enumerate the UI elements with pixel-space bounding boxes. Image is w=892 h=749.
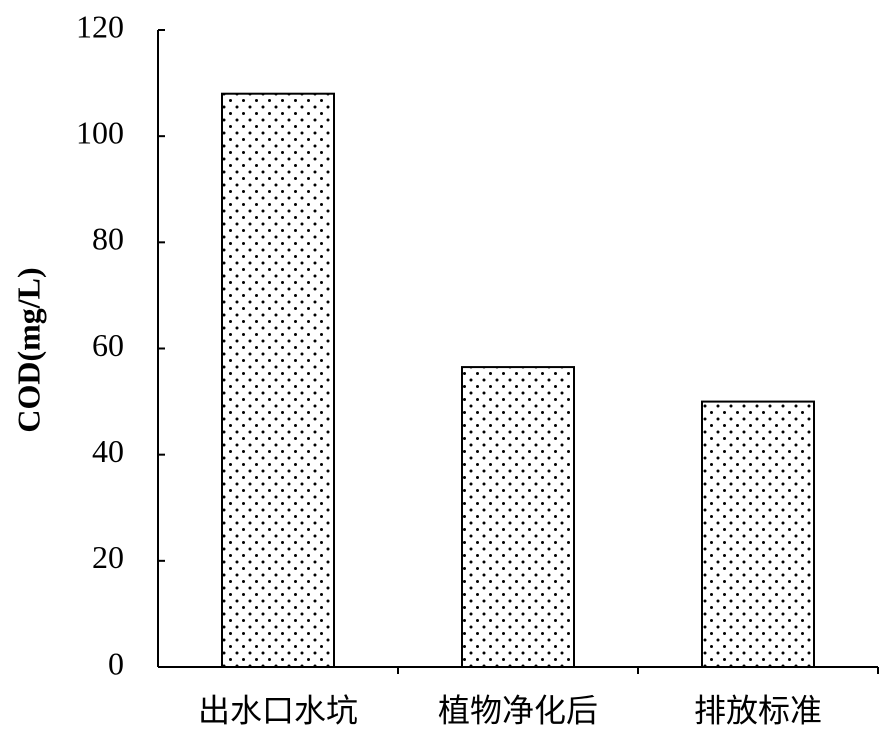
y-tick-label: 80	[92, 221, 124, 257]
y-tick-label: 40	[92, 433, 124, 469]
y-tick-label: 60	[92, 327, 124, 363]
x-tick-label: 出水口水坑	[198, 692, 358, 728]
y-axis-label: COD(mg/L)	[10, 267, 46, 432]
bar	[461, 366, 575, 668]
bar	[221, 92, 335, 668]
y-tick-label: 120	[76, 8, 124, 44]
y-tick-label: 0	[108, 645, 124, 681]
x-tick-label: 排放标准	[694, 692, 822, 728]
y-tick-label: 20	[92, 539, 124, 575]
bar	[701, 400, 815, 668]
y-tick-label: 100	[76, 115, 124, 151]
x-tick-label: 植物净化后	[438, 692, 598, 728]
